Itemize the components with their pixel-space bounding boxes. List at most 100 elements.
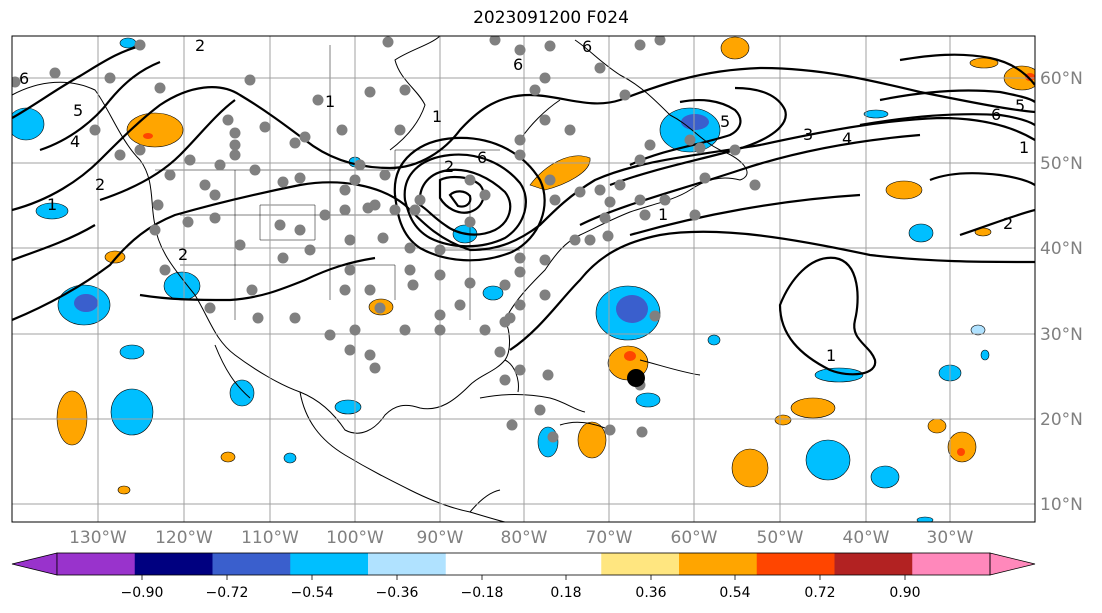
longitude-labels: 130°W 120°W 110°W 100°W 90°W 80°W 70°W 60°W 50°W…	[69, 528, 974, 548]
latitude-label: 20°N	[1040, 410, 1083, 430]
station-dot	[209, 212, 221, 224]
longitude-label: 80°W	[501, 528, 548, 548]
station-dot	[399, 324, 411, 336]
station-dot	[229, 149, 241, 161]
station-dot	[299, 131, 311, 143]
station-dot	[304, 244, 316, 256]
station-dot	[574, 186, 586, 198]
colorbar-segment	[445, 553, 524, 575]
station-dot	[154, 82, 166, 94]
contour-label: 6	[477, 148, 487, 167]
station-dot	[294, 172, 306, 184]
station-dot	[514, 134, 526, 146]
longitude-label: 100°W	[326, 528, 384, 548]
contour-label: 6	[513, 55, 523, 74]
station-dot	[699, 172, 711, 184]
station-dot	[344, 264, 356, 276]
station-dot	[246, 284, 258, 296]
station-dot	[749, 179, 761, 191]
colorbar-tick-labels: −0.90 −0.72 −0.54 −0.36 −0.18 0.18 0.36 0.54 0.7…	[121, 575, 921, 601]
colorbar-tick-label: −0.36	[376, 585, 419, 601]
contour-label: 4	[70, 132, 80, 151]
colorbar	[11, 552, 1036, 576]
station-dot	[414, 194, 426, 206]
station-dot	[514, 266, 526, 278]
station-dot	[382, 36, 394, 48]
station-dot	[349, 174, 361, 186]
latitude-label: 30°N	[1040, 325, 1083, 345]
station-dot	[319, 209, 331, 221]
station-dot	[464, 277, 476, 289]
contour-label: 4	[842, 129, 852, 148]
latitude-label: 40°N	[1040, 239, 1083, 259]
station-dot	[604, 196, 616, 208]
station-dot	[364, 349, 376, 361]
station-dot	[549, 194, 561, 206]
colorbar-tick-label: 0.90	[889, 585, 920, 601]
station-dot	[514, 44, 526, 56]
contour-lines	[12, 43, 1035, 376]
station-dot	[354, 159, 366, 171]
station-dot	[464, 174, 476, 186]
station-dot	[506, 419, 518, 431]
station-dot	[644, 139, 656, 151]
station-dot	[584, 234, 596, 246]
station-dot	[339, 184, 351, 196]
station-dot	[339, 204, 351, 216]
longitude-label: 30°W	[927, 528, 974, 548]
longitude-label: 110°W	[241, 528, 299, 548]
colorbar-segment	[912, 553, 991, 575]
station-dot	[434, 324, 446, 336]
station-dot	[529, 84, 541, 96]
station-dot	[336, 124, 348, 136]
station-dot	[312, 94, 324, 106]
station-dot	[539, 72, 551, 84]
longitude-label: 40°W	[843, 528, 890, 548]
station-dot	[479, 189, 491, 201]
longitude-label: 130°W	[69, 528, 127, 548]
longitude-label: 50°W	[757, 528, 804, 548]
latitude-label: 50°N	[1040, 154, 1083, 174]
station-dot	[479, 324, 491, 336]
contour-label: 2	[1003, 214, 1013, 233]
station-dot	[684, 134, 696, 146]
station-dot	[659, 194, 671, 206]
colorbar-segment	[212, 553, 291, 575]
station-dot	[244, 74, 256, 86]
colorbar-tick-label: 0.36	[635, 585, 666, 601]
station-dot	[409, 204, 421, 216]
storm-center-marker	[627, 369, 645, 387]
contour-label: 2	[444, 157, 454, 176]
station-dot	[344, 234, 356, 246]
contour-label-group: 6 5 4 2 1 2 2 1 1 2 6 6 6 5 3 4 6 5 1 2 …	[19, 36, 1029, 365]
station-dot	[614, 179, 626, 191]
station-dot	[277, 252, 289, 264]
colorbar-segment	[57, 553, 136, 575]
contour-label: 1	[826, 346, 836, 365]
station-dot	[222, 114, 234, 126]
station-dot	[277, 176, 289, 188]
station-dot	[394, 124, 406, 136]
station-dot	[289, 312, 301, 324]
station-dot	[594, 62, 606, 74]
map-title: 2023091200 F024	[473, 8, 629, 28]
station-dot	[389, 204, 401, 216]
station-dot	[494, 346, 506, 358]
station-dot	[349, 324, 361, 336]
station-dot	[729, 144, 741, 156]
station-dot	[434, 244, 446, 256]
colorbar-segment	[290, 553, 369, 575]
station-dot	[199, 179, 211, 191]
station-dot	[634, 39, 646, 51]
station-dot	[542, 369, 554, 381]
station-dot	[564, 124, 576, 136]
station-dot	[149, 224, 161, 236]
colorbar-min-arrow	[11, 552, 58, 576]
latitude-label: 10°N	[1040, 495, 1083, 515]
colorbar-segment	[601, 553, 680, 575]
station-dot	[569, 234, 581, 246]
station-dot	[654, 36, 666, 46]
station-dot	[504, 312, 516, 324]
contour-label: 3	[803, 125, 813, 144]
station-dot	[184, 154, 196, 166]
